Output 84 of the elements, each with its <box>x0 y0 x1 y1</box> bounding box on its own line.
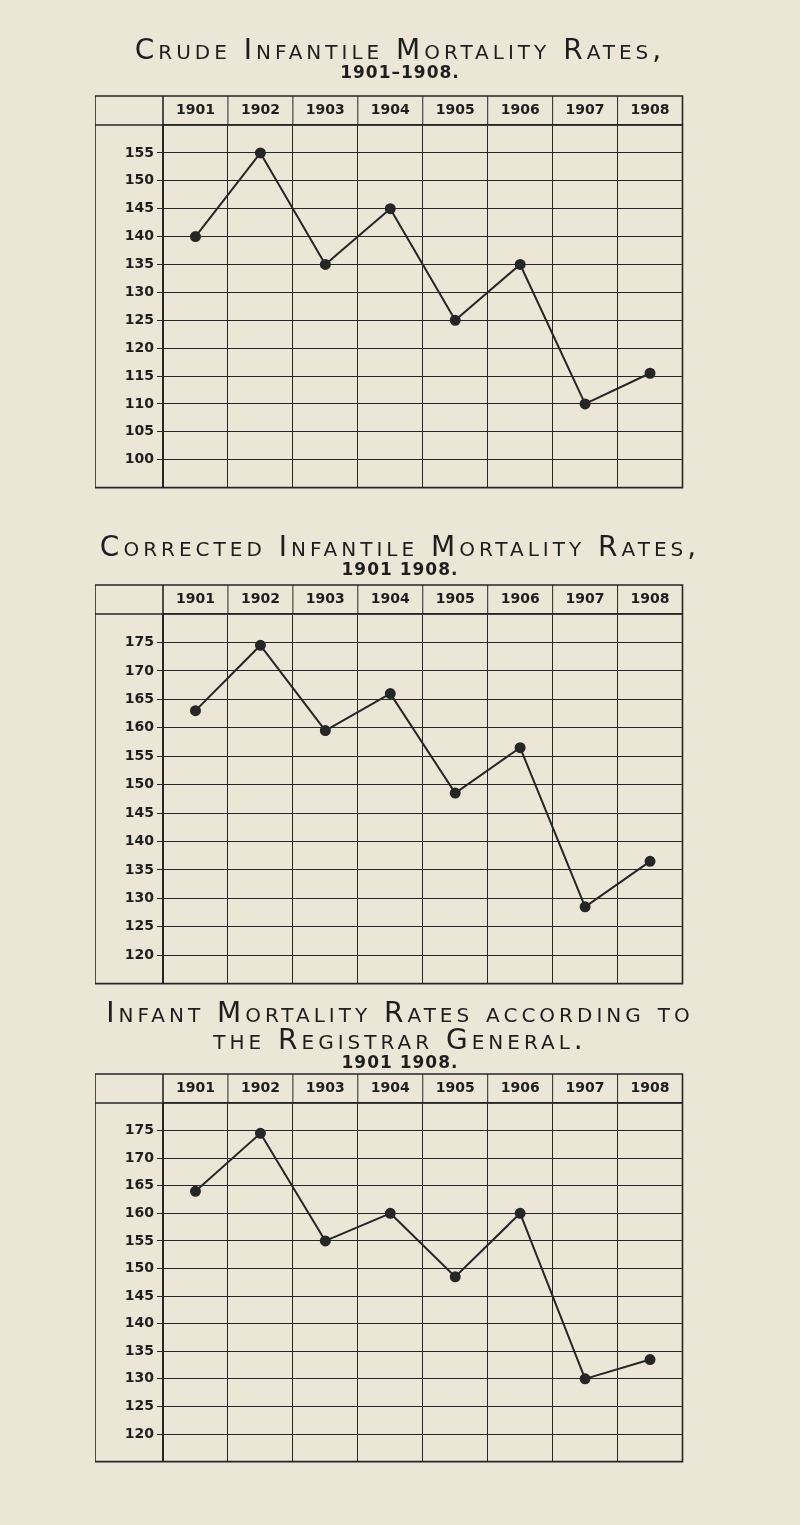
x-tick-label: 1901 <box>175 590 215 607</box>
y-tick-label: 105 <box>124 422 154 439</box>
point <box>514 258 526 270</box>
x-tick-label: 1908 <box>630 101 670 118</box>
y-tick-label: 165 <box>124 1176 154 1193</box>
point <box>189 705 201 717</box>
x-tick-label: 1905 <box>435 101 475 118</box>
y-tick-label: 130 <box>124 282 155 299</box>
point <box>644 855 656 867</box>
point <box>254 147 266 159</box>
y-tick-label: 140 <box>124 832 155 849</box>
y-tick-label: 155 <box>124 143 154 160</box>
y-tick-label: 175 <box>124 1121 154 1138</box>
x-tick-label: 1901 <box>175 101 215 118</box>
x-tick-label: 1907 <box>565 101 605 118</box>
point <box>384 203 396 215</box>
point <box>644 1354 656 1366</box>
y-tick-label: 150 <box>124 1259 155 1276</box>
point <box>189 231 201 243</box>
x-tick-label: 1906 <box>500 101 540 118</box>
x-tick-label: 1907 <box>565 1079 605 1096</box>
y-tick-label: 170 <box>124 1148 155 1165</box>
x-tick-label: 1908 <box>630 590 670 607</box>
x-tick-label: 1902 <box>240 1079 280 1096</box>
x-tick-label: 1908 <box>630 1079 670 1096</box>
point <box>579 901 591 913</box>
x-tick-label: 1905 <box>435 590 475 607</box>
point <box>189 1185 201 1197</box>
y-tick-label: 170 <box>124 661 155 678</box>
point <box>579 1373 591 1385</box>
x-tick-label: 1904 <box>370 101 411 118</box>
y-tick-label: 135 <box>124 860 154 877</box>
y-tick-label: 130 <box>124 888 155 905</box>
point <box>319 258 331 270</box>
y-tick-label: 175 <box>124 633 154 650</box>
point <box>319 725 331 737</box>
point <box>514 742 526 754</box>
y-tick-label: 125 <box>124 310 154 327</box>
y-tick-label: 125 <box>124 917 154 934</box>
point <box>449 314 461 326</box>
point <box>319 1235 331 1247</box>
point <box>449 787 461 799</box>
y-tick-label: 155 <box>124 1231 154 1248</box>
x-tick-label: 1903 <box>305 1079 345 1096</box>
x-tick-label: 1905 <box>435 1079 475 1096</box>
y-tick-label: 130 <box>124 1369 155 1386</box>
point <box>449 1271 461 1283</box>
x-tick-label: 1902 <box>240 101 280 118</box>
x-tick-label: 1906 <box>500 1079 540 1096</box>
y-tick-label: 120 <box>124 1424 155 1441</box>
x-tick-label: 1904 <box>370 1079 411 1096</box>
y-tick-label: 150 <box>124 171 155 188</box>
y-tick-label: 160 <box>124 718 155 735</box>
y-tick-label: 120 <box>124 338 155 355</box>
y-tick-label: 140 <box>124 227 155 244</box>
y-tick-label: 115 <box>124 366 154 383</box>
y-tick-label: 100 <box>124 450 155 467</box>
point <box>514 1207 526 1219</box>
x-tick-label: 1907 <box>565 590 605 607</box>
point <box>644 367 656 379</box>
y-tick-label: 155 <box>124 746 154 763</box>
y-tick-label: 165 <box>124 689 154 706</box>
x-tick-label: 1903 <box>305 101 345 118</box>
x-tick-label: 1906 <box>500 590 540 607</box>
y-tick-label: 120 <box>124 945 155 962</box>
y-tick-label: 145 <box>124 803 154 820</box>
y-tick-label: 135 <box>124 1341 154 1358</box>
x-tick-label: 1902 <box>240 590 280 607</box>
point <box>579 398 591 410</box>
point <box>254 1127 266 1139</box>
y-tick-label: 145 <box>124 1286 154 1303</box>
point <box>384 688 396 700</box>
y-tick-label: 140 <box>124 1314 155 1331</box>
point <box>384 1207 396 1219</box>
y-tick-label: 150 <box>124 775 155 792</box>
x-tick-label: 1904 <box>370 590 411 607</box>
x-tick-label: 1901 <box>175 1079 215 1096</box>
y-tick-label: 145 <box>124 199 154 216</box>
x-tick-label: 1903 <box>305 590 345 607</box>
point <box>254 639 266 651</box>
y-tick-label: 125 <box>124 1397 154 1414</box>
y-tick-label: 135 <box>124 255 154 272</box>
y-tick-label: 110 <box>124 394 155 411</box>
y-tick-label: 160 <box>124 1203 155 1220</box>
